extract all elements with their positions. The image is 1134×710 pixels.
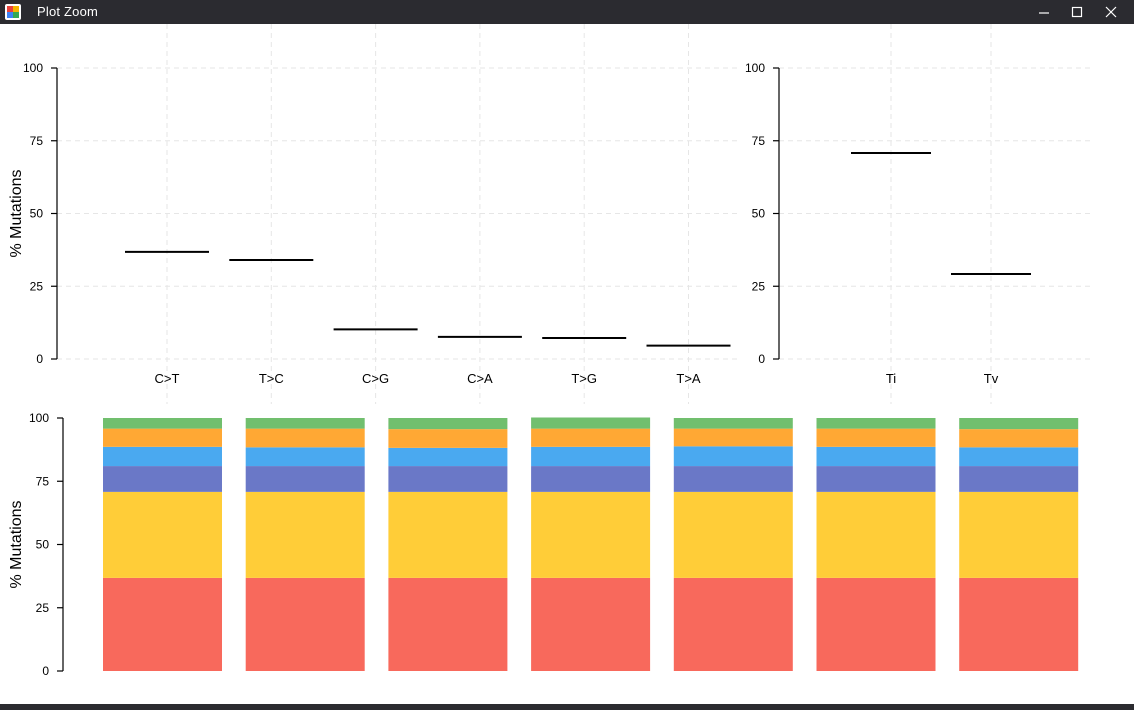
bar-5-segment-4 [673, 446, 793, 467]
bar-7-segment-5 [959, 429, 1079, 448]
maximize-icon [1071, 6, 1083, 18]
chart-1: 0 25 50 75 100 % Mutations C>T T>C C>G C>A T>G T>A [8, 24, 740, 404]
bar-1-segment-6 [103, 418, 222, 429]
bar-6-segment-4 [816, 446, 936, 467]
y-tick-label-50: 50 [30, 207, 44, 221]
bar-1-segment-4 [103, 446, 222, 467]
title-bar: Plot Zoom [0, 0, 1134, 24]
window-title: Plot Zoom [37, 4, 99, 19]
y-tick-label-100: 100 [745, 61, 765, 75]
bar-3-segment-6 [388, 418, 508, 430]
bar-2-segment-6 [245, 418, 365, 429]
bar-5-segment-5 [673, 428, 793, 447]
bar-7-segment-6 [959, 418, 1079, 430]
x-tick-label-2: Tv [984, 371, 999, 386]
bar-3-segment-1 [388, 577, 508, 671]
y-axis-label: % Mutations [8, 169, 25, 257]
bar-6-segment-1 [816, 577, 936, 671]
bar-2-segment-3 [245, 466, 365, 492]
y-tick-label-75: 75 [36, 474, 50, 488]
bar-1-segment-1 [103, 577, 222, 671]
bar-2-segment-1 [245, 577, 365, 671]
bar-5-segment-1 [673, 577, 793, 671]
y-tick-label-75: 75 [752, 134, 766, 148]
x-tick-label-2: T>C [259, 371, 284, 386]
bar-1-segment-2 [103, 491, 222, 578]
minimize-button[interactable] [1027, 0, 1061, 24]
bar-5-segment-2 [673, 491, 793, 578]
bar-1-segment-5 [103, 428, 222, 447]
y-tick-label-25: 25 [36, 601, 50, 615]
y-tick-label-50: 50 [752, 207, 766, 221]
bar-3-segment-2 [388, 491, 508, 578]
bar-2-segment-2 [245, 491, 365, 578]
chart-2: 0 25 50 75 100 Ti Tv [745, 24, 1090, 404]
y-tick-label-75: 75 [30, 134, 44, 148]
bar-4-segment-6 [531, 417, 651, 429]
bar-3-segment-3 [388, 466, 508, 492]
bar-6-segment-5 [816, 428, 936, 447]
bar-5-segment-6 [673, 418, 793, 429]
y-tick-label-100: 100 [29, 411, 49, 425]
y-tick-label-100: 100 [23, 61, 43, 75]
plot-zoom-app-icon [5, 4, 21, 20]
bar-6-segment-2 [816, 491, 936, 578]
y-axis-label: % Mutations [8, 500, 25, 588]
x-tick-label-1: Ti [886, 371, 896, 386]
x-tick-label-6: T>A [676, 371, 701, 386]
bar-4-segment-5 [531, 428, 651, 447]
y-tick-label-50: 50 [36, 538, 50, 552]
x-tick-label-4: C>A [467, 371, 493, 386]
bar-6-segment-6 [816, 418, 936, 429]
plot-canvas: 0 25 50 75 100% Mutations C>T T>C C>G C>A T>G T>A 0… [0, 24, 1134, 704]
bar-7-segment-3 [959, 466, 1079, 492]
bar-4-segment-2 [531, 491, 651, 578]
close-icon [1105, 6, 1117, 18]
bar-3-segment-4 [388, 447, 508, 467]
bar-4-segment-3 [531, 466, 651, 492]
x-tick-label-5: T>G [571, 371, 597, 386]
x-tick-label-3: C>G [362, 371, 389, 386]
close-button[interactable] [1094, 0, 1128, 24]
window-bottom-edge [0, 704, 1134, 710]
maximize-button[interactable] [1060, 0, 1094, 24]
bar-7-segment-4 [959, 447, 1079, 467]
bar-5-segment-3 [673, 466, 793, 492]
bar-7-segment-2 [959, 491, 1079, 578]
y-tick-label-25: 25 [30, 279, 44, 293]
bar-2-segment-5 [245, 428, 365, 448]
y-tick-label-25: 25 [752, 279, 766, 293]
bar-3-segment-5 [388, 429, 508, 448]
bar-4-segment-4 [531, 446, 651, 467]
bar-1-segment-3 [103, 466, 222, 492]
bar-7-segment-1 [959, 577, 1079, 671]
y-tick-label-0: 0 [758, 352, 765, 366]
x-tick-label-1: C>T [155, 371, 180, 386]
bar-4-segment-1 [531, 577, 651, 671]
chart-3: 0 25 50 75 100 % Mutations [8, 411, 1079, 678]
minimize-icon [1039, 12, 1049, 14]
y-tick-label-0: 0 [36, 352, 43, 366]
bar-6-segment-3 [816, 466, 936, 492]
bar-2-segment-4 [245, 447, 365, 467]
y-tick-label-0: 0 [42, 664, 49, 678]
